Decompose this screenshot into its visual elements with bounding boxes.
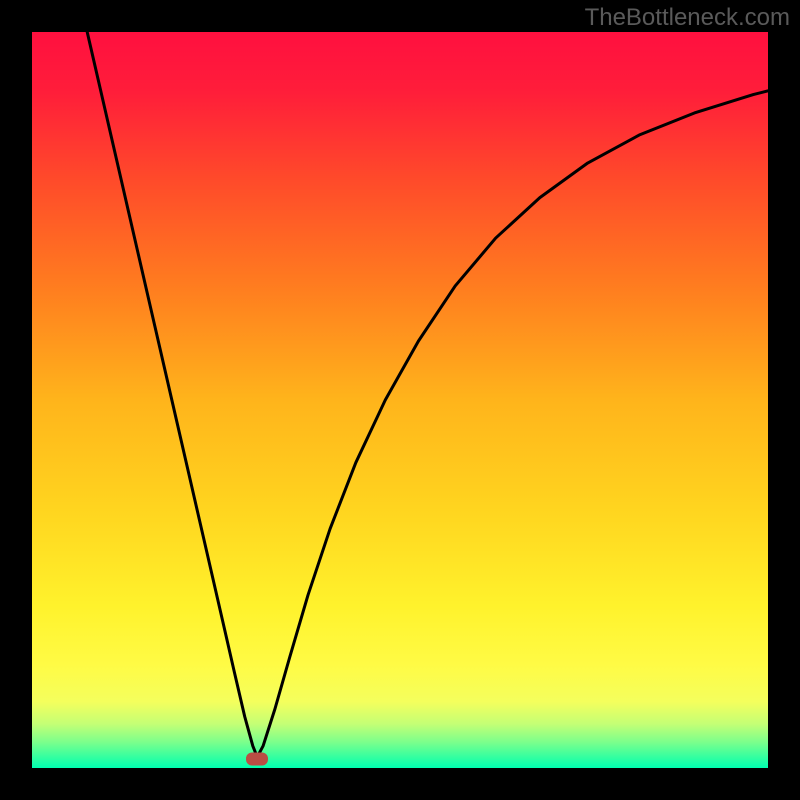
frame-bottom — [0, 768, 800, 800]
plot-area — [32, 32, 768, 768]
curve-left-branch — [87, 32, 257, 757]
watermark-text: TheBottleneck.com — [585, 4, 790, 32]
frame-right — [768, 0, 800, 800]
minimum-marker — [246, 753, 268, 766]
gradient-background — [32, 32, 768, 768]
frame-left — [0, 0, 32, 800]
curve-layer — [32, 32, 768, 768]
curve-right-branch — [257, 91, 768, 757]
